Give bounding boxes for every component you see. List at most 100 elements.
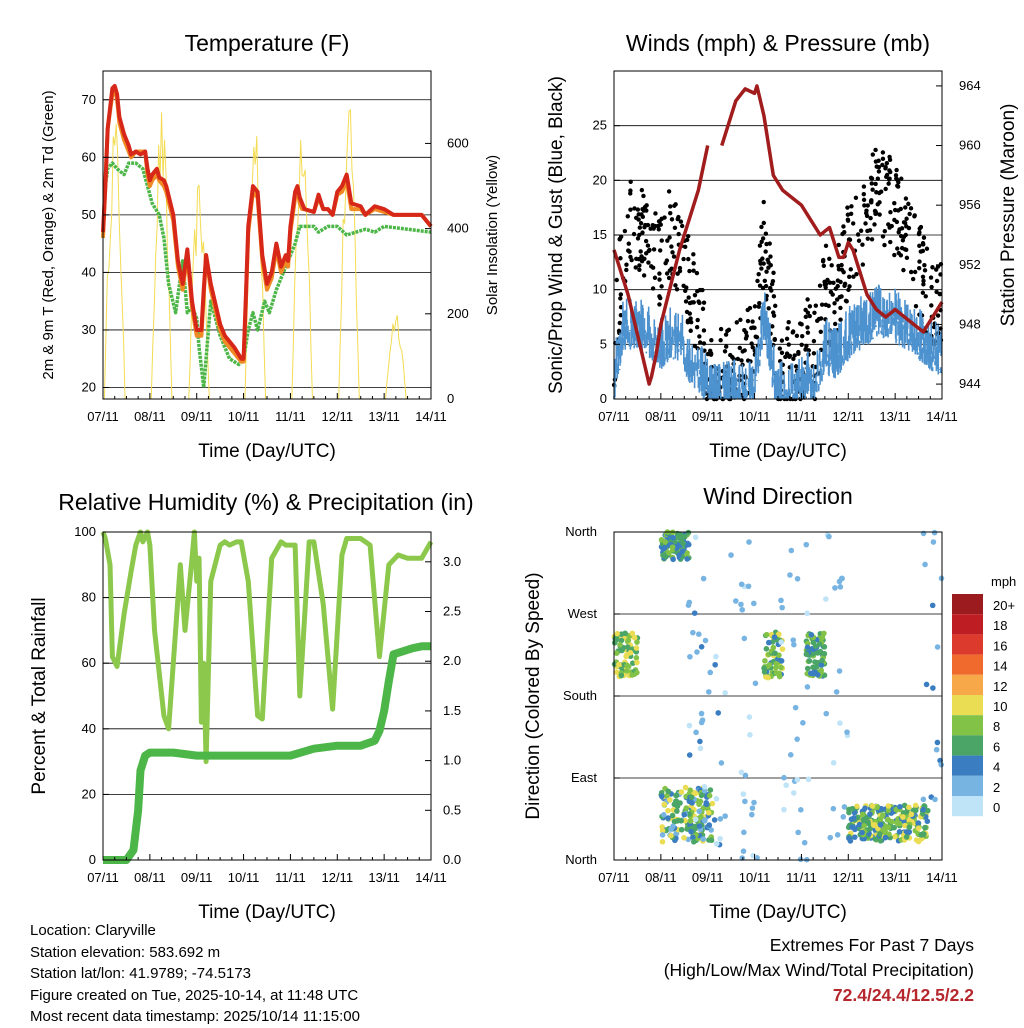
- legend-swatch: [952, 695, 983, 716]
- gust-point: [700, 306, 706, 312]
- direction-point: [763, 631, 770, 638]
- direction-point: [664, 792, 670, 799]
- gust-point: [828, 289, 834, 295]
- rh-ytick-label: 100: [74, 524, 96, 539]
- direction-point: [697, 738, 703, 745]
- dir-xtick-label: 14/11: [926, 870, 958, 885]
- direction-point: [773, 660, 780, 667]
- gust-point: [760, 236, 766, 241]
- gust-point: [645, 222, 651, 228]
- wind-xtick-label: 12/11: [832, 409, 864, 424]
- gust-point: [921, 242, 926, 247]
- gust-point: [847, 274, 852, 280]
- legend-label: 6: [993, 739, 1000, 754]
- gust-point: [900, 238, 906, 243]
- legend-swatch: [952, 674, 983, 695]
- direction-point: [673, 798, 680, 805]
- gust-point: [912, 214, 917, 219]
- direction-point: [741, 635, 748, 642]
- gust-point: [887, 168, 892, 173]
- gust-point: [657, 271, 662, 276]
- direction-point: [665, 815, 671, 821]
- gust-point: [895, 246, 900, 251]
- direction-point: [871, 822, 878, 828]
- direction-point: [800, 720, 806, 726]
- direction-point: [722, 813, 728, 819]
- temp-xtick-label: 07/11: [87, 409, 119, 424]
- gust-point: [796, 351, 801, 357]
- gust-point: [923, 294, 928, 299]
- direction-point: [696, 823, 703, 829]
- wind-xtick-label: 11/11: [786, 409, 817, 424]
- gust-point: [903, 205, 908, 210]
- gust-point: [886, 181, 891, 186]
- direction-point: [798, 807, 804, 813]
- gust-point: [876, 169, 882, 174]
- direction-point: [669, 812, 676, 819]
- gust-point: [659, 284, 664, 289]
- direction-point: [915, 820, 921, 826]
- direction-point: [804, 610, 810, 617]
- wind-xtick-label: 09/11: [692, 409, 724, 424]
- direction-point: [722, 690, 728, 696]
- gust-point: [670, 250, 675, 255]
- gust-point: [646, 260, 651, 265]
- direction-point: [836, 668, 843, 674]
- gust-point: [692, 343, 698, 349]
- direction-point: [867, 811, 873, 817]
- gust-point: [686, 256, 691, 262]
- wind-series: [613, 284, 943, 399]
- gust-point: [667, 235, 672, 240]
- direction-point: [751, 799, 757, 806]
- gust-point: [848, 267, 853, 272]
- direction-point: [846, 806, 852, 813]
- direction-point: [865, 818, 871, 825]
- gust-point: [691, 261, 696, 266]
- direction-point: [920, 806, 926, 813]
- gust-point: [743, 336, 749, 341]
- direction-point: [709, 800, 716, 807]
- gust-point: [691, 300, 696, 305]
- gust-point: [803, 314, 809, 320]
- gust-point: [784, 336, 790, 342]
- direction-point: [708, 837, 715, 844]
- gust-point: [862, 203, 867, 208]
- gust-point: [734, 320, 739, 325]
- direction-point: [688, 794, 695, 801]
- gust-point: [759, 224, 764, 230]
- rh-ytick-label: 60: [82, 655, 96, 670]
- direction-point: [803, 541, 810, 548]
- extremes-values: 72.4/24.4/12.5/2.2: [832, 985, 974, 1005]
- direction-point: [859, 811, 866, 818]
- direction-point: [896, 821, 903, 827]
- gust-point: [861, 197, 867, 203]
- temp-xtick-label: 13/11: [368, 409, 400, 424]
- direction-point: [739, 606, 746, 613]
- legend-swatch: [952, 755, 983, 776]
- precip-ytick-label: 1.5: [443, 703, 461, 718]
- gust-point: [917, 243, 922, 248]
- gust-point: [794, 333, 800, 339]
- direction-point: [856, 821, 863, 828]
- gust-point: [683, 288, 688, 294]
- gust-point: [686, 233, 691, 239]
- gust-point: [883, 165, 888, 170]
- gust-point: [618, 256, 623, 261]
- gust-point: [766, 306, 771, 311]
- gust-point: [701, 300, 707, 305]
- precip-ytick-label: 1.0: [443, 753, 461, 768]
- gust-point: [726, 327, 732, 333]
- direction-point: [688, 828, 694, 835]
- gust-point: [633, 265, 638, 270]
- direction-point: [670, 534, 676, 541]
- winds-xlabel: Time (Day/UTC): [709, 441, 847, 462]
- direction-point: [694, 649, 700, 655]
- gust-point: [849, 204, 854, 209]
- legend-swatch: [952, 654, 983, 675]
- gust-point: [922, 268, 928, 273]
- direction-point: [685, 541, 692, 548]
- direction-point: [779, 604, 785, 611]
- gust-point: [657, 302, 662, 307]
- gust-point: [737, 345, 743, 351]
- dir-xtick-label: 09/11: [692, 870, 724, 885]
